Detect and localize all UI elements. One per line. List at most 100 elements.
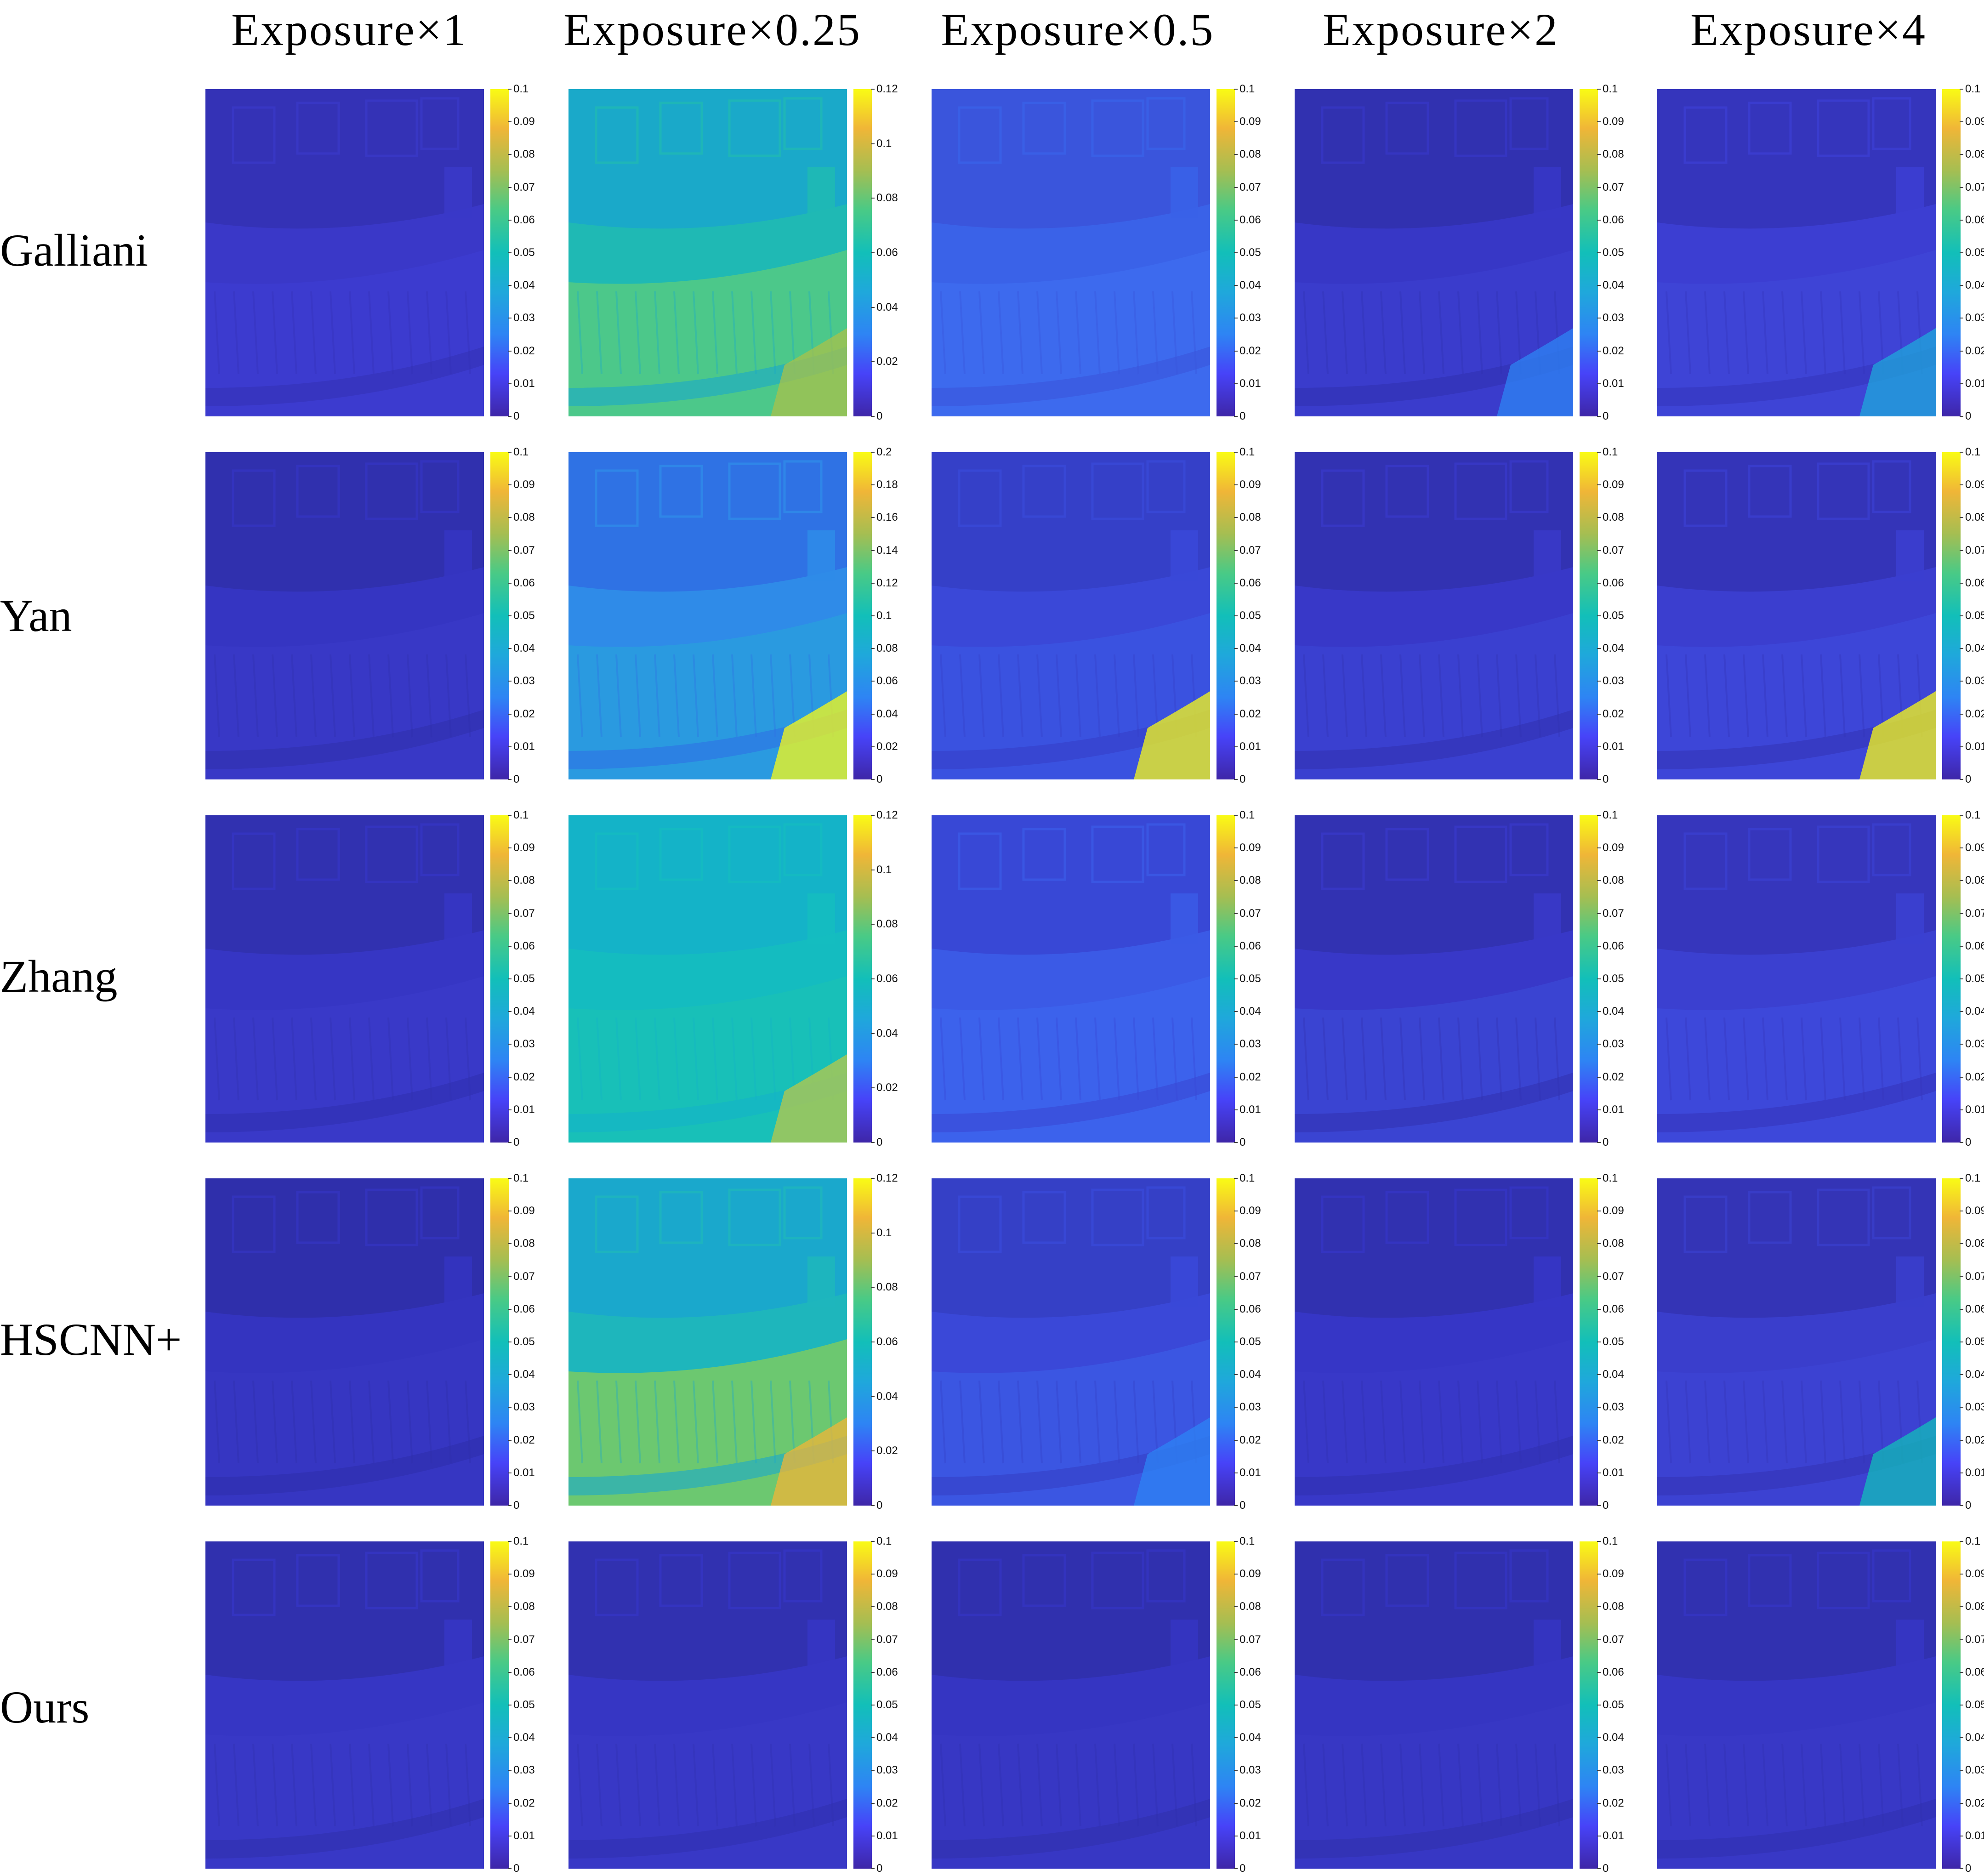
heatmap-wall-region	[205, 1178, 484, 1318]
error-heatmap-image	[205, 1541, 484, 1869]
heatmap-window-outline	[1385, 1554, 1429, 1607]
colorbar-tick-label: 0.03	[871, 1764, 898, 1777]
colorbar-tick-label: 0.06	[508, 213, 535, 226]
colorbar	[1217, 1541, 1235, 1869]
heatmap-window-outline	[1454, 1188, 1507, 1246]
heatmap-texture-line	[426, 1743, 432, 1827]
heatmap-window-outline	[365, 462, 418, 520]
colorbar-tick-label: 0.01	[1234, 1103, 1261, 1116]
colorbar-tick-label: 0.04	[1234, 1368, 1261, 1381]
heatmap-texture-line	[445, 1017, 452, 1101]
heatmap-texture-line	[1017, 1380, 1023, 1464]
colorbar-ticks: 0 0.01 0.02 0.03 0.04 0.05 0.06 0.07 0.08 0.09 0.1	[1597, 447, 1659, 785]
colorbar-tick-label: 0.07	[508, 544, 535, 557]
colorbar-tick-label: 0.1	[870, 1226, 892, 1239]
heatmap-door-region	[807, 1256, 835, 1307]
heatmap-panel: 0 0.01 0.02 0.03 0.04 0.05 0.06 0.07 0.08 0.09 0.1	[1657, 1173, 1984, 1511]
heatmap-window-outline	[232, 832, 276, 890]
error-heatmap	[205, 1541, 484, 1869]
heatmap-wall-region	[568, 1178, 847, 1318]
colorbar-tick-label: 0.01	[1960, 378, 1984, 389]
colorbar-tick-label: 0.06	[871, 1336, 898, 1348]
colorbar	[1217, 1178, 1235, 1506]
colorbar-tick-label: 0.07	[508, 907, 535, 920]
heatmap-texture-line	[940, 291, 946, 375]
heatmap-window-outline	[1091, 462, 1144, 520]
colorbar-tick-label: 0.03	[508, 675, 535, 688]
heatmap-window-outline	[1683, 1558, 1728, 1616]
heatmap-texture-line	[1457, 291, 1464, 375]
heatmap-texture-line	[673, 1017, 680, 1101]
heatmap-texture-line	[1762, 1743, 1768, 1827]
colorbar-tick-label: 0.1	[1234, 809, 1255, 821]
colorbar-tick-label: 0.06	[508, 939, 535, 952]
heatmap-texture-line	[693, 291, 699, 375]
heatmap-texture-line	[1685, 654, 1691, 738]
colorbar	[1580, 1178, 1598, 1506]
heatmap-window-outline	[1321, 1195, 1365, 1253]
heatmap-texture-line	[330, 654, 336, 738]
heatmap-texture-line	[750, 1017, 757, 1101]
heatmap-texture-line	[635, 1380, 641, 1464]
colorbar-tick-label: 0.08	[871, 918, 898, 931]
heatmap-texture-line	[1515, 654, 1522, 738]
heatmap-wall-region	[1657, 89, 1936, 229]
heatmap-texture-line	[214, 1743, 220, 1827]
heatmap-texture-line	[1723, 1743, 1730, 1827]
colorbar-ticks: 0 0.01 0.02 0.03 0.04 0.05 0.06 0.07 0.08 0.09 0.1	[1234, 447, 1296, 785]
heatmap-door-region	[1534, 167, 1561, 218]
heatmap-texture-line	[940, 1743, 946, 1827]
colorbar-tick-label: 0.1	[1234, 1172, 1255, 1184]
colorbar-tick-label: 0.09	[508, 1568, 535, 1580]
colorbar-tick-label: 0.05	[508, 609, 535, 622]
colorbar-tick-label: 0.1	[507, 446, 529, 458]
error-heatmap	[1657, 1178, 1936, 1506]
colorbar-ticks: 0 0.01 0.02 0.03 0.04 0.05 0.06 0.07 0.08 0.09 0.1	[507, 1536, 570, 1874]
heatmap-texture-line	[1820, 1017, 1826, 1101]
colorbar-tick-label: 0.1	[870, 863, 892, 876]
colorbar-tick-label: 0.03	[508, 1401, 535, 1414]
colorbar-ticks: 0 0.01 0.02 0.03 0.04 0.05 0.06 0.07 0.08 0.09 0.1	[1959, 1173, 1984, 1511]
heatmap-error-hotspot	[771, 1054, 847, 1143]
colorbar-tick-label: 0	[507, 410, 520, 422]
heatmap-texture-line	[1075, 1743, 1081, 1827]
error-heatmap-image	[932, 1541, 1210, 1869]
colorbar-tick-label: 0.06	[1960, 1666, 1984, 1678]
heatmap-texture-line	[426, 654, 432, 738]
colorbar-ticks: 0 0.01 0.02 0.03 0.04 0.05 0.06 0.07 0.08 0.09 0.1	[1959, 447, 1984, 785]
heatmap-texture-line	[1723, 291, 1730, 375]
colorbar-tick-label: 0.05	[508, 246, 535, 259]
colorbar-tick-label: 0.05	[871, 1699, 898, 1711]
heatmap-panel: 0 0.01 0.02 0.03 0.04 0.05 0.06 0.07 0.08 0.09 0.1	[1295, 810, 1659, 1148]
heatmap-texture-line	[1114, 1743, 1120, 1827]
heatmap-window-outline	[1872, 823, 1911, 876]
colorbar-tick-label: 0.04	[871, 1731, 898, 1744]
heatmap-texture-line	[978, 1743, 985, 1827]
heatmap-texture-line	[1361, 1380, 1367, 1464]
colorbar-tick-label: 0.05	[1960, 610, 1984, 621]
heatmap-panel: 0 0.01 0.02 0.03 0.04 0.05 0.06 0.07 0.08 0.09 0.1	[1295, 84, 1659, 422]
colorbar-tick-label: 0.09	[1597, 841, 1624, 854]
heatmap-texture-line	[1704, 1017, 1711, 1101]
heatmap-texture-line	[1704, 654, 1711, 738]
heatmap-texture-line	[959, 291, 966, 375]
heatmap-texture-line	[1036, 1743, 1043, 1827]
heatmap-texture-line	[465, 1380, 471, 1464]
heatmap-texture-line	[998, 1743, 1004, 1827]
error-heatmap-image	[932, 1178, 1210, 1506]
heatmap-curb-band	[1295, 1073, 1573, 1132]
colorbar-tick-label: 0.12	[871, 1172, 898, 1184]
heatmap-texture-line	[252, 1017, 259, 1101]
heatmap-texture-line	[1094, 291, 1101, 375]
heatmap-wall-region	[932, 89, 1210, 229]
heatmap-wall-region	[1657, 1541, 1936, 1681]
heatmap-texture-line	[233, 1380, 239, 1464]
heatmap-texture-line	[1171, 291, 1178, 375]
heatmap-window-outline	[728, 99, 781, 157]
colorbar-tick-label: 0.06	[871, 246, 898, 259]
heatmap-window-outline	[296, 465, 340, 518]
colorbar-tick-label: 0.01	[508, 740, 535, 753]
colorbar-tick-label: 0.03	[1597, 1764, 1624, 1777]
heatmap-panel: 0 0.01 0.02 0.03 0.04 0.05 0.06 0.07 0.08 0.09 0.1	[1657, 447, 1984, 785]
colorbar-tick-label: 0.02	[1960, 1071, 1984, 1083]
